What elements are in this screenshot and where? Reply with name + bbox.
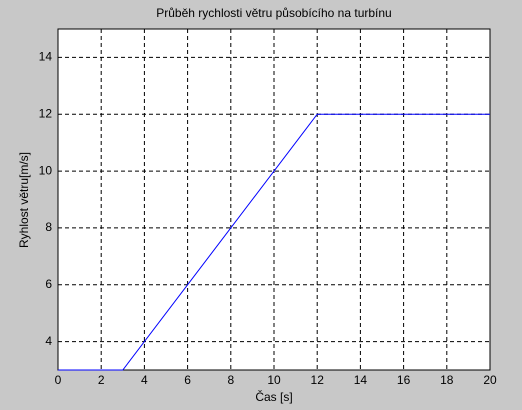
- y-tick-label: 14: [39, 50, 53, 64]
- x-tick-label: 14: [354, 373, 368, 387]
- x-tick-label: 0: [55, 373, 62, 387]
- x-axis-label: Čas [s]: [255, 389, 292, 404]
- y-tick-label: 8: [45, 220, 52, 234]
- x-tick-label: 12: [311, 373, 325, 387]
- y-axis-label: Ryhlost větru[m/s]: [17, 152, 31, 248]
- x-tick-label: 18: [440, 373, 454, 387]
- x-tick-label: 20: [483, 373, 497, 387]
- axes-box: [57, 28, 491, 371]
- chart-title: Průběh rychlosti větru působícího na tur…: [156, 6, 391, 20]
- x-tick-label: 10: [267, 373, 281, 387]
- x-tick-label: 4: [141, 373, 148, 387]
- x-tick-label: 6: [184, 373, 191, 387]
- x-tick-label: 16: [397, 373, 411, 387]
- data-line: [58, 113, 490, 371]
- y-tick-label: 12: [39, 106, 53, 120]
- x-tick-label: 2: [98, 373, 105, 387]
- y-tick-label: 4: [45, 334, 52, 348]
- y-tick-label: 10: [39, 163, 53, 177]
- y-tick-label: 6: [45, 277, 52, 291]
- x-tick-label: 8: [227, 373, 234, 387]
